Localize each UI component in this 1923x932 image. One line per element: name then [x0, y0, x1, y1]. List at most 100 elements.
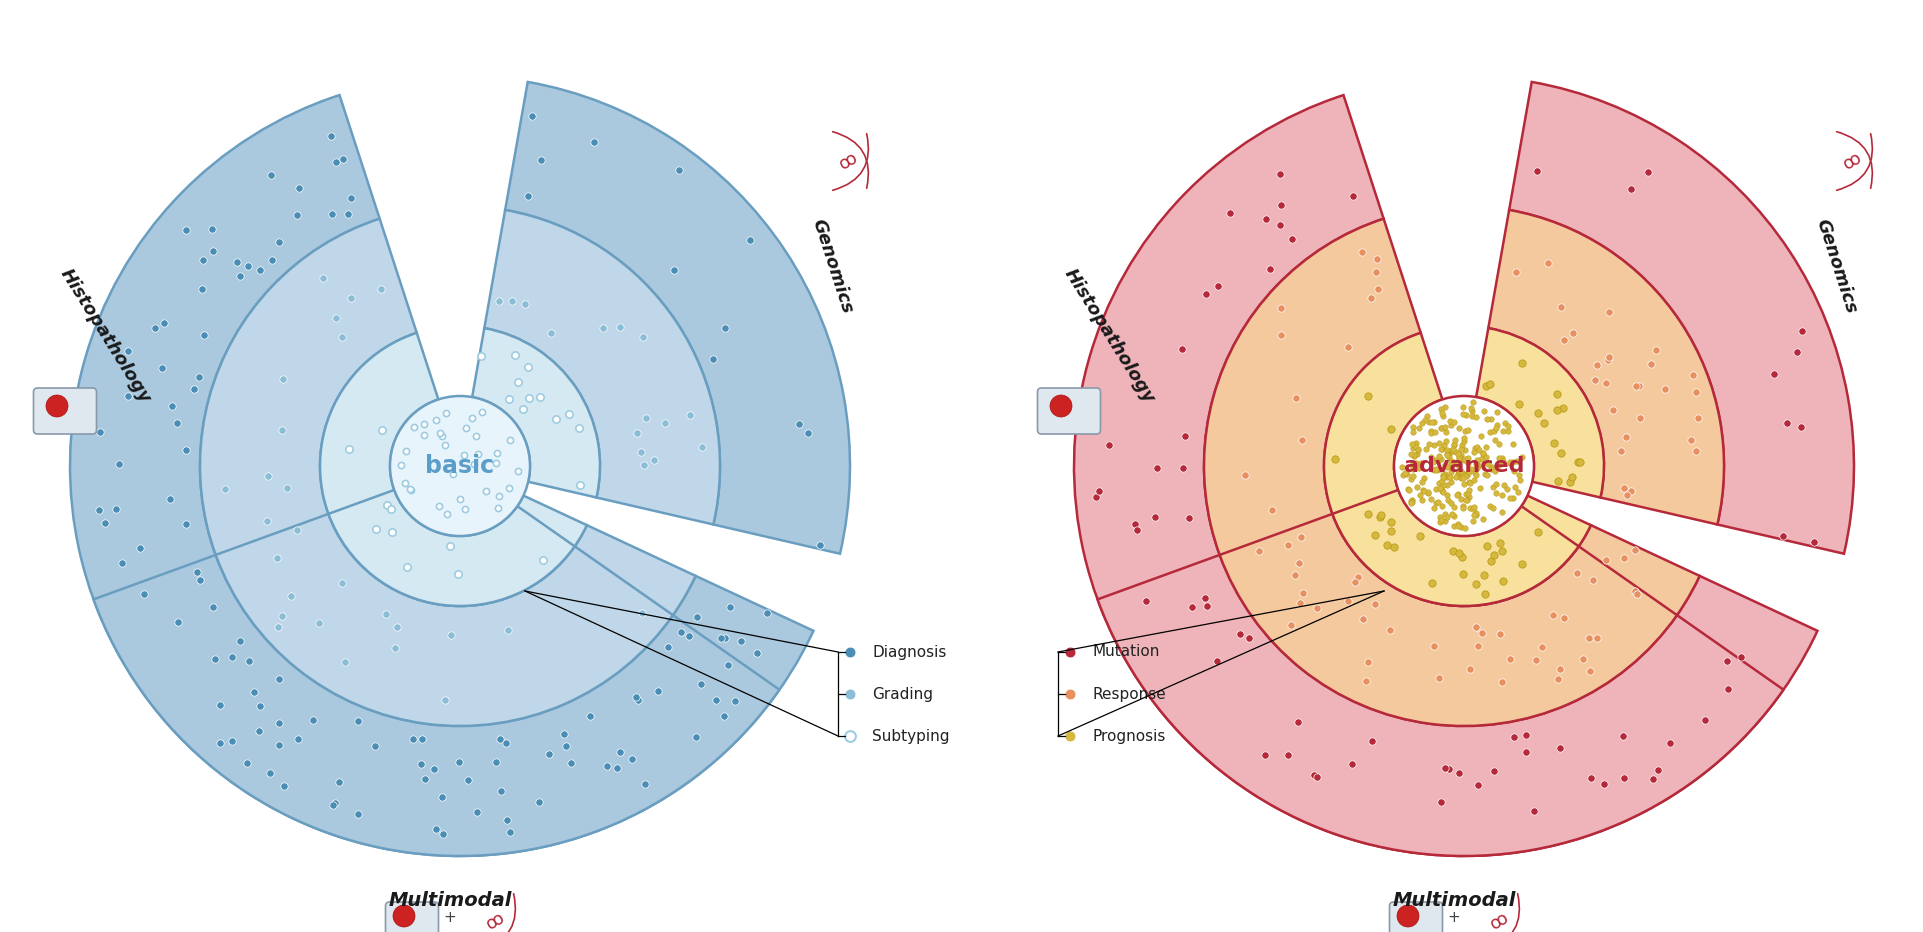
Point [1519, 652, 1550, 667]
Point [1421, 463, 1452, 478]
Text: Prognosis: Prognosis [1092, 729, 1165, 744]
Point [1765, 528, 1796, 543]
Point [1442, 446, 1473, 461]
Point [1431, 470, 1461, 485]
Point [1521, 524, 1552, 539]
Point [623, 692, 654, 707]
Point [456, 411, 487, 426]
Text: Genomics: Genomics [1811, 216, 1860, 316]
Point [483, 500, 513, 515]
Point [1402, 443, 1433, 458]
Point [1544, 662, 1575, 677]
Point [452, 773, 483, 788]
Point [1458, 500, 1488, 514]
Point [1596, 403, 1627, 418]
Point [1452, 450, 1483, 465]
Point [513, 391, 544, 405]
Point [1435, 470, 1465, 485]
Point [1438, 518, 1469, 533]
Point [1456, 461, 1486, 476]
Point [1435, 455, 1465, 470]
Point [1402, 442, 1433, 457]
Point [1442, 467, 1473, 482]
Point [1427, 409, 1458, 424]
Point [319, 796, 350, 811]
Point [1438, 415, 1469, 430]
Point [496, 294, 527, 308]
Point [1431, 477, 1461, 492]
Wedge shape [94, 555, 779, 856]
Point [1400, 480, 1431, 495]
Point [1506, 450, 1536, 465]
Point [725, 634, 756, 649]
Point [1500, 265, 1531, 280]
Point [1458, 501, 1488, 516]
Point [398, 419, 429, 434]
Point [1465, 429, 1496, 444]
Point [627, 606, 658, 621]
Point [1561, 454, 1592, 469]
Point [283, 180, 313, 195]
Point [1419, 453, 1450, 468]
Point [1452, 456, 1483, 471]
Point [1429, 466, 1460, 481]
Point [1429, 399, 1460, 414]
Point [429, 438, 460, 453]
Point [225, 633, 256, 648]
Point [698, 351, 729, 366]
Point [437, 466, 467, 481]
Point [1202, 279, 1233, 294]
Point [244, 699, 275, 714]
Point [700, 692, 731, 707]
Point [1469, 404, 1500, 418]
Point [375, 501, 406, 516]
Point [1448, 443, 1479, 458]
Point [1454, 662, 1485, 677]
Point [1711, 653, 1742, 668]
Point [275, 589, 306, 604]
Point [444, 491, 475, 506]
Point [1798, 535, 1829, 550]
Point [1410, 442, 1440, 457]
Point [425, 426, 456, 441]
Point [1273, 538, 1304, 553]
Point [154, 491, 185, 506]
Point [1458, 466, 1488, 481]
Point [1411, 409, 1442, 424]
Point [1527, 416, 1558, 431]
Point [1436, 455, 1467, 470]
Point [148, 315, 179, 330]
Point [1119, 517, 1150, 532]
Point [1415, 449, 1446, 464]
Point [1256, 502, 1286, 517]
Point [179, 382, 210, 397]
Point [333, 442, 363, 457]
Point [398, 732, 429, 747]
Point [1431, 459, 1461, 474]
Point [1469, 466, 1500, 481]
Point [406, 756, 437, 771]
Point [221, 254, 252, 269]
Point [1533, 255, 1563, 270]
Point [1188, 591, 1219, 606]
Point [492, 813, 523, 828]
Point [1442, 766, 1473, 781]
Point [1427, 437, 1458, 452]
Point [1406, 455, 1436, 470]
Point [1092, 437, 1123, 452]
Point [1536, 436, 1567, 451]
Wedge shape [69, 95, 813, 856]
Point [563, 478, 594, 493]
Point [1500, 480, 1531, 495]
Point [1785, 420, 1815, 435]
Point [492, 623, 523, 637]
Point [1417, 638, 1448, 653]
Point [254, 766, 285, 781]
Point [198, 599, 229, 614]
Point [217, 733, 248, 748]
Point [1485, 627, 1515, 642]
Point [1283, 555, 1313, 570]
Point [1396, 494, 1427, 509]
Point [1458, 514, 1488, 528]
Point [1460, 506, 1490, 521]
